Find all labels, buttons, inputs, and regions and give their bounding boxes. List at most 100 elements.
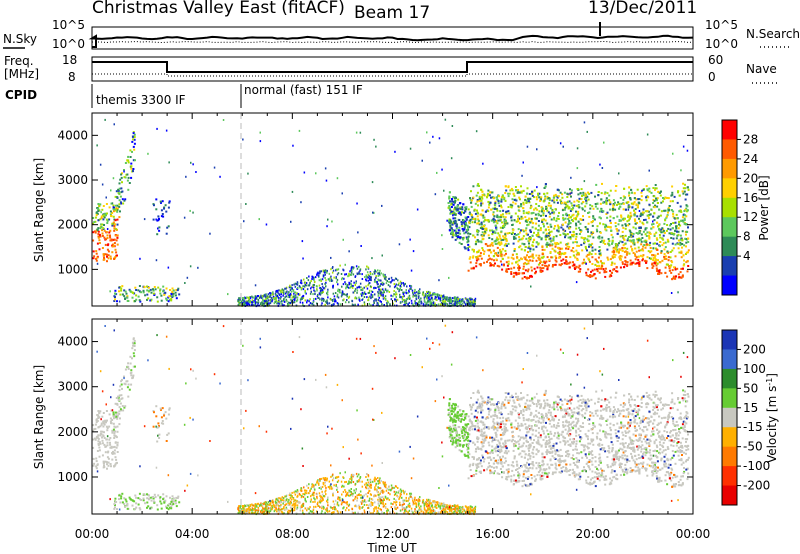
heatmap-cell — [657, 259, 659, 262]
heatmap-cell — [452, 304, 454, 307]
heatmap-cell — [527, 198, 530, 200]
heatmap-cell — [372, 304, 374, 307]
heatmap-cell — [500, 241, 503, 244]
heatmap-cell — [102, 258, 105, 261]
heatmap-cell — [642, 245, 645, 248]
heatmap-cell — [467, 298, 470, 301]
heatmap-cell — [581, 207, 584, 210]
heatmap-cell — [677, 247, 680, 250]
heatmap-cell — [544, 183, 547, 186]
heatmap-cell — [289, 295, 291, 298]
heatmap-cell — [464, 220, 467, 223]
heatmap-cell — [261, 298, 264, 301]
heatmap-cell — [598, 237, 601, 240]
heatmap-cell — [531, 244, 534, 247]
heatmap-cell — [117, 395, 120, 398]
heatmap-cell — [521, 258, 523, 261]
heatmap-cell — [540, 214, 542, 217]
heatmap-cell — [622, 226, 625, 229]
heatmap-cell — [273, 298, 276, 301]
heatmap-cell — [342, 283, 345, 286]
heatmap-cell — [467, 232, 470, 235]
heatmap-cell — [672, 210, 675, 213]
heatmap-cell — [549, 204, 552, 207]
heatmap-cell — [120, 289, 123, 292]
heatmap-cell — [451, 210, 454, 213]
heatmap-cell — [567, 248, 570, 250]
heatmap-cell — [418, 291, 421, 293]
heatmap-cell — [175, 289, 178, 291]
heatmap-cell — [523, 249, 526, 252]
heatmap-cell — [106, 219, 109, 222]
heatmap-cell — [113, 445, 116, 448]
heatmap-cell — [101, 232, 104, 235]
heatmap-cell — [605, 213, 608, 215]
heatmap-cell — [522, 262, 525, 265]
heatmap-cell — [582, 218, 585, 221]
heatmap-cell — [328, 272, 331, 275]
heatmap-cell — [366, 265, 368, 268]
heatmap-cell — [96, 144, 98, 147]
heatmap-cell — [546, 197, 549, 200]
heatmap-cell — [643, 240, 646, 243]
heatmap-cell — [395, 283, 397, 286]
heatmap-cell — [471, 304, 474, 306]
heatmap-cell — [380, 292, 382, 295]
heatmap-cell — [638, 249, 641, 252]
heatmap-cell — [681, 230, 684, 233]
heatmap-cell — [399, 296, 401, 299]
heatmap-cell — [93, 255, 96, 258]
heatmap-cell — [335, 268, 338, 271]
heatmap-cell — [97, 410, 100, 412]
heatmap-cell — [683, 259, 685, 262]
heatmap-cell — [326, 271, 328, 274]
heatmap-cell — [461, 237, 464, 240]
heatmap-cell — [598, 235, 601, 238]
heatmap-cell — [651, 223, 653, 226]
heatmap-cell — [509, 203, 512, 206]
heatmap-cell — [460, 211, 463, 214]
heatmap-cell — [671, 191, 674, 194]
heatmap-cell — [248, 298, 250, 301]
heatmap-cell — [638, 237, 641, 240]
heatmap-cell — [572, 230, 575, 233]
heatmap-cell — [487, 210, 490, 213]
heatmap-cell — [501, 263, 503, 266]
heatmap-cell — [290, 220, 292, 223]
heatmap-cell — [666, 224, 669, 226]
heatmap-cell — [452, 300, 454, 303]
heatmap-cell — [98, 233, 101, 236]
heatmap-cell — [499, 260, 502, 263]
heatmap-cell — [507, 263, 510, 266]
heatmap-cell — [572, 261, 574, 264]
heatmap-cell — [248, 300, 250, 303]
heatmap-cell — [120, 202, 123, 205]
heatmap-cell — [96, 242, 99, 245]
heatmap-cell — [619, 197, 622, 199]
heatmap-cell — [306, 288, 309, 291]
heatmap-cell — [448, 299, 451, 302]
heatmap-cell — [306, 277, 308, 279]
heatmap-cell — [399, 287, 401, 290]
heatmap-cell — [602, 210, 605, 213]
heatmap-cell — [387, 289, 389, 292]
heatmap-cell — [114, 456, 117, 459]
heatmap-cell — [667, 211, 669, 214]
heatmap-cell — [156, 296, 159, 299]
heatmap-cell — [679, 238, 682, 241]
heatmap-cell — [684, 208, 687, 211]
heatmap-cell — [363, 291, 366, 294]
heatmap-cell — [467, 303, 469, 306]
heatmap-cell — [369, 273, 372, 276]
heatmap-cell — [629, 263, 632, 266]
heatmap-cell — [503, 220, 506, 223]
heatmap-cell — [380, 288, 382, 291]
heatmap-cell — [377, 272, 379, 275]
heatmap-cell — [638, 210, 641, 212]
heatmap-cell — [565, 260, 568, 263]
heatmap-cell — [597, 191, 600, 193]
heatmap-cell — [492, 211, 495, 214]
heatmap-cell — [487, 220, 490, 223]
heatmap-cell — [513, 236, 516, 239]
heatmap-cell — [541, 210, 543, 213]
